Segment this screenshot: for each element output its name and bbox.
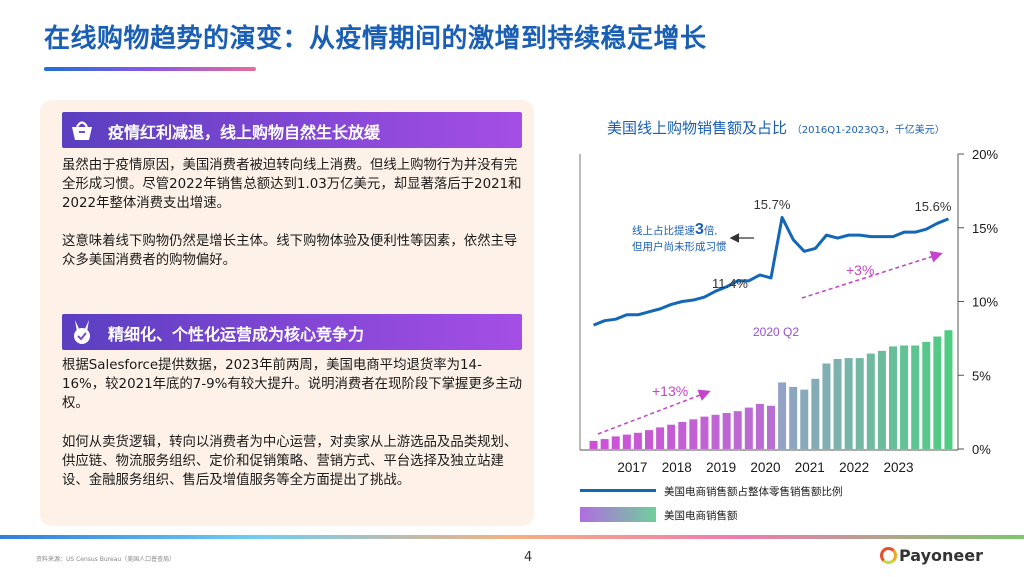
growth-arrow-before [597,389,711,435]
section-banner-2: 精细化、个性化运营成为核心竞争力 [62,314,522,350]
sales-bar [889,346,897,449]
legend-label-line: 美国电商销售额占整体零售销售额比例 [664,486,843,498]
sales-bar [944,330,953,449]
logo-text: Payoneer [899,546,984,565]
x-tick-label: 2019 [706,460,736,475]
section-banner-1: 疫情红利减退，线上购物自然生长放缓 [62,112,522,148]
x-tick-label: 2020 [750,460,780,475]
sales-bar [922,341,931,449]
sales-bar [755,404,764,449]
sales-bar [633,432,642,449]
sales-bar [767,405,775,449]
sales-bar [700,416,709,449]
section-paragraph: 这意味着线下购物仍然是增长主体。线下购物体验及便利性等因素，依然主导众多美国消费… [62,234,518,268]
section-heading: 疫情红利减退，线上购物自然生长放缓 [108,123,381,142]
sales-bar [778,382,787,449]
data-label-peak: 15.7% [754,197,791,212]
sales-bar [833,359,842,449]
sales-bar [811,378,820,449]
sales-bar [933,336,942,449]
sales-bar [667,424,676,449]
callout-line-2: 但用户尚未形成习惯 [632,240,727,253]
sales-bar [789,386,798,449]
footer-gradient-band [0,535,1024,539]
callout-emphasis: 3 [695,221,704,238]
growth-label-after: +3% [846,262,874,278]
legend-bar-swatch [580,507,656,522]
sales-bar [711,414,720,449]
sales-bar [800,389,809,449]
sales-bar [722,413,731,449]
sales-bar [622,434,631,449]
page-title: 在线购物趋势的演变：从疫情期间的激增到持续稳定增长 [44,24,707,54]
sales-bar [855,358,864,449]
sales-bar [911,345,920,449]
sales-bar [600,439,609,449]
data-label-latest: 15.6% [915,199,952,214]
chart-title-text: 美国线上购物销售额及占比 [607,119,788,137]
sales-bar [689,419,698,449]
share-line [592,215,950,327]
sales-bar [645,430,653,449]
section-paragraph: 根据Salesforce提供数据，2023年前两周，美国电商平均退货率为14-1… [62,358,522,411]
x-tick-label: 2023 [884,460,914,475]
logo-mark-icon [880,547,897,564]
callout-text: 倍, [704,224,717,237]
growth-label-before: +13% [652,383,688,399]
legend-line-swatch [580,489,656,492]
growth-arrow-after [801,251,943,299]
chart-subtitle: （2016Q1-2023Q3，千亿美元） [791,125,945,136]
section-heading: 精细化、个性化运营成为核心竞争力 [108,325,365,344]
title-underline [44,67,256,71]
y-tick-label: 5% [972,368,991,383]
data-label-2020q2: 2020 Q2 [753,325,799,339]
sales-bar [611,436,620,449]
sales-bar [844,358,853,449]
y-tick-label: 20% [972,147,998,162]
sales-bar [900,345,909,449]
insights-panel [40,100,534,526]
data-label-2019: 11.4% [712,276,748,291]
sales-bar [589,440,598,449]
x-tick-label: 2022 [839,460,869,475]
y-tick-label: 0% [972,442,991,457]
source-note: 资料来源：US Census Bureau（美国人口普查局） [36,556,176,563]
sales-bar [744,407,753,449]
sales-bar [866,353,875,449]
y-tick-label: 10% [972,295,998,310]
sales-bar [733,411,742,449]
shopping-basket-icon [72,121,92,140]
callout-line-1: 线上占比提速3倍, [632,221,717,238]
payoneer-logo: Payoneer [880,546,983,565]
chart-title: 美国线上购物销售额及占比 （2016Q1-2023Q3，千亿美元） [607,117,945,138]
y-tick-label: 15% [972,221,998,236]
callout-text: 线上占比提速 [632,224,695,237]
section-paragraph: 如何从卖货逻辑，转向以消费者为中心运营，对卖家从上游选品及品类规划、供应链、物流… [62,435,518,488]
x-tick-label: 2021 [795,460,825,475]
x-tick-label: 2018 [662,460,692,475]
x-tick-label: 2017 [617,460,647,475]
sales-bar [678,422,687,449]
medal-icon [74,320,90,344]
sales-bar [656,427,665,449]
sales-bar [822,363,831,449]
section-paragraph: 虽然由于疫情原因，美国消费者被迫转向线上消费。但线上购物行为并没有完全形成习惯。… [62,158,522,211]
page-number: 4 [524,550,533,565]
sales-bar [877,350,886,449]
legend-label-bar: 美国电商销售额 [664,510,738,522]
